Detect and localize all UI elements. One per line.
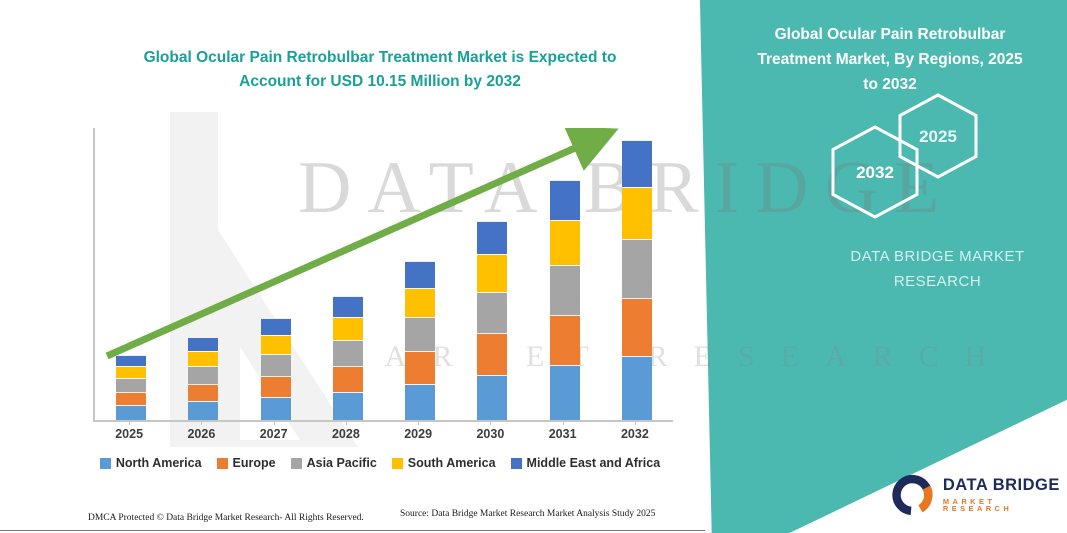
bar-2032 <box>621 140 652 420</box>
data-bridge-logo: DATA BRIDGE MARKET RESEARCH <box>890 472 1067 518</box>
bar-segment-2030-asia-pacific <box>477 291 508 334</box>
bar-segment-2031-middle-east-and-africa <box>549 179 580 220</box>
x-label-2031: 2031 <box>540 420 586 441</box>
x-label-2029: 2029 <box>395 420 441 441</box>
x-label-2025: 2025 <box>106 420 152 441</box>
footer-dmca: DMCA Protected © Data Bridge Market Rese… <box>88 513 364 523</box>
legend-label: Middle East and Africa <box>526 456 661 470</box>
bar-segment-2032-europe <box>621 298 652 356</box>
legend-item-north-america: North America <box>99 456 202 470</box>
legend-label: North America <box>115 456 202 470</box>
panel-brand: DATA BRIDGE MARKET RESEARCH <box>795 244 1067 294</box>
bar-segment-2031-north-america <box>549 365 580 420</box>
page-title-line2: Account for USD 10.15 Million by 2032 <box>239 73 521 90</box>
bar-segment-2026-asia-pacific <box>188 366 219 384</box>
legend-item-europe: Europe <box>216 456 276 470</box>
legend-label: Europe <box>232 456 276 470</box>
chart-legend: North America Europe Asia Pacific South Ame… <box>60 456 700 470</box>
bar-segment-2028-europe <box>332 365 363 392</box>
bar-segment-2028-asia-pacific <box>332 339 363 366</box>
bar-2031 <box>549 179 580 420</box>
bar-2025 <box>116 354 147 420</box>
panel-title-line2: Treatment Market, By Regions, 2025 <box>757 51 1023 68</box>
footer-source: Source: Data Bridge Market Research Mark… <box>400 509 656 519</box>
legend-swatch-icon <box>290 457 302 469</box>
x-label-2027: 2027 <box>251 420 297 441</box>
legend-item-middle-east-and-africa: Middle East and Africa <box>510 456 661 470</box>
bottom-rule <box>0 530 705 531</box>
bar-segment-2027-north-america <box>260 396 291 420</box>
x-label-2026: 2026 <box>178 420 224 441</box>
bar-segment-2029-europe <box>405 350 436 384</box>
page-title-line1: Global Ocular Pain Retrobulbar Treatment… <box>143 49 617 66</box>
panel-title-line3: to 2032 <box>863 76 917 93</box>
bar-segment-2032-north-america <box>621 356 652 420</box>
hex-label-2032: 2032 <box>856 163 894 182</box>
bar-segment-2031-asia-pacific <box>549 264 580 316</box>
x-axis-labels: 2025 2026 2027 2028 2029 2030 2031 2032 <box>93 420 671 441</box>
bar-segment-2025-south-america <box>116 365 147 378</box>
page-title: Global Ocular Pain Retrobulbar Treatment… <box>110 46 650 94</box>
legend-swatch-icon <box>99 457 111 469</box>
panel-brand-line1: DATA BRIDGE MARKET <box>850 248 1025 265</box>
bar-segment-2029-asia-pacific <box>405 317 436 351</box>
legend-swatch-icon <box>216 457 228 469</box>
bar-segment-2032-asia-pacific <box>621 239 652 299</box>
bar-segment-2031-south-america <box>549 219 580 265</box>
panel-brand-line2: RESEARCH <box>893 273 982 290</box>
chart-plot-area <box>93 128 673 422</box>
bar-segment-2028-north-america <box>332 391 363 420</box>
bar-segment-2027-asia-pacific <box>260 354 291 376</box>
hexagon-2025-icon <box>898 93 978 179</box>
bar-segment-2031-europe <box>549 315 580 366</box>
bar-segment-2026-south-america <box>188 350 219 367</box>
x-label-2030: 2030 <box>467 420 513 441</box>
hex-label-2025: 2025 <box>919 127 957 146</box>
data-bridge-logo-icon <box>892 474 933 516</box>
bar-segment-2026-north-america <box>188 400 219 420</box>
bar-segment-2030-europe <box>477 333 508 375</box>
bar-2030 <box>477 221 508 420</box>
bar-segment-2030-south-america <box>477 254 508 292</box>
bar-segment-2030-north-america <box>477 374 508 420</box>
bar-segment-2025-asia-pacific <box>116 377 147 392</box>
bar-segment-2026-middle-east-and-africa <box>188 337 219 351</box>
bars <box>95 128 673 420</box>
bar-segment-2029-south-america <box>405 287 436 318</box>
panel-title: Global Ocular Pain Retrobulbar Treatment… <box>728 22 1052 97</box>
bar-segment-2027-europe <box>260 375 291 397</box>
logo-tagline: MARKET RESEARCH <box>942 496 1013 514</box>
bar-2027 <box>260 318 291 420</box>
bar-segment-2027-middle-east-and-africa <box>260 318 291 336</box>
panel-title-line1: Global Ocular Pain Retrobulbar <box>774 26 1006 43</box>
bar-2026 <box>188 337 219 420</box>
legend-item-south-america: South America <box>391 456 496 470</box>
legend-item-asia-pacific: Asia Pacific <box>290 456 377 470</box>
x-label-2032: 2032 <box>612 420 658 441</box>
bar-segment-2025-middle-east-and-africa <box>116 354 147 366</box>
bar-segment-2027-south-america <box>260 335 291 355</box>
legend-swatch-icon <box>391 457 403 469</box>
bar-segment-2028-south-america <box>332 316 363 340</box>
bar-segment-2032-south-america <box>621 186 652 240</box>
bar-segment-2026-europe <box>188 383 219 401</box>
hexagon-badges: 2032 2025 <box>831 93 978 219</box>
bar-segment-2028-middle-east-and-africa <box>332 295 363 317</box>
bar-segment-2025-europe <box>116 391 147 405</box>
x-label-2028: 2028 <box>323 420 369 441</box>
bar-segment-2029-north-america <box>405 383 436 420</box>
bar-segment-2032-middle-east-and-africa <box>621 140 652 187</box>
bar-2028 <box>332 295 363 420</box>
bar-2029 <box>405 261 436 420</box>
logo-name: DATA BRIDGE <box>942 476 1060 495</box>
bar-segment-2029-middle-east-and-africa <box>405 261 436 288</box>
legend-label: South America <box>407 456 496 470</box>
legend-swatch-icon <box>510 457 522 469</box>
bar-segment-2030-middle-east-and-africa <box>477 221 508 255</box>
bar-segment-2025-north-america <box>116 404 147 420</box>
legend-label: Asia Pacific <box>306 456 377 470</box>
hexagon-2032-icon <box>831 125 919 219</box>
